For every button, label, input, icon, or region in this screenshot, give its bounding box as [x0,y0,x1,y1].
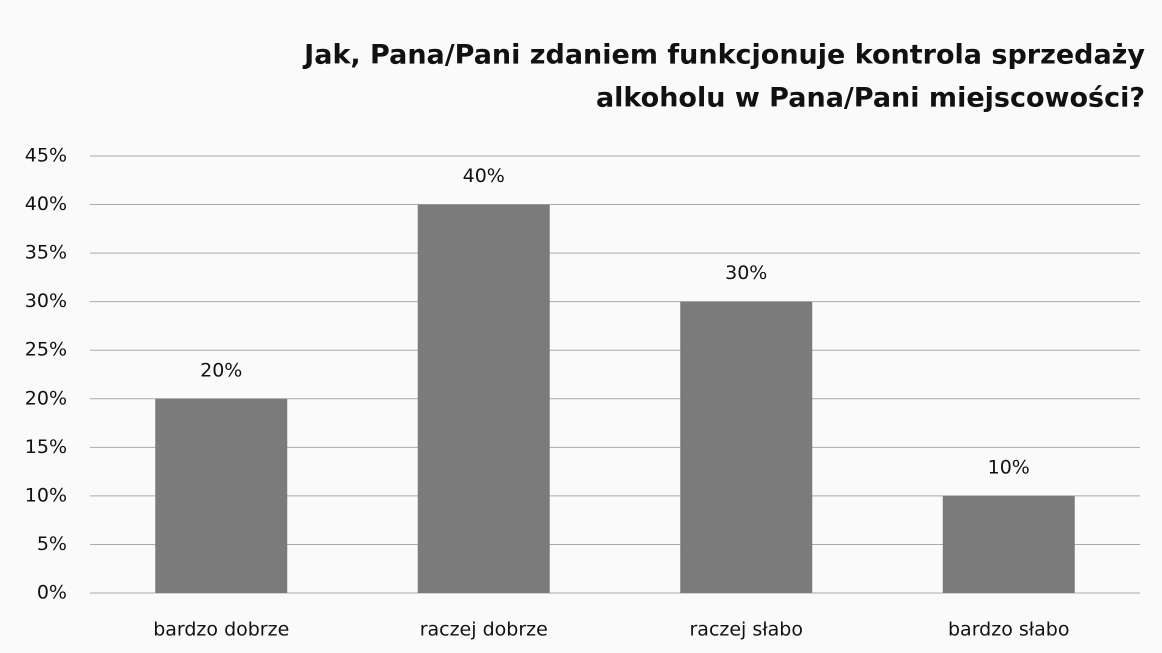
bar [417,204,550,594]
y-tick-label: 25% [25,339,67,361]
data-label: 30% [725,262,767,284]
y-tick-label: 30% [25,290,67,312]
y-tick-label: 20% [25,387,67,409]
data-label: 40% [463,165,505,187]
data-label: 20% [200,359,242,381]
data-label: 10% [988,456,1030,478]
y-tick-label: 10% [25,484,67,506]
y-tick-label: 40% [25,193,67,215]
bar [680,301,813,593]
chart-title: Jak, Pana/Pani zdaniem funkcjonuje kontr… [302,40,1145,71]
x-tick-label: bardzo słabo [948,619,1070,641]
bar [155,398,288,593]
y-tick-label: 45% [25,145,67,167]
y-tick-label: 0% [37,582,67,604]
x-tick-label: bardzo dobrze [153,619,289,641]
bar [942,495,1075,593]
y-tick-label: 35% [25,242,67,264]
chart-title: alkoholu w Pana/Pani miejscowości? [596,83,1145,114]
x-tick-label: raczej dobrze [420,619,548,641]
y-tick-label: 15% [25,436,67,458]
x-tick-label: raczej słabo [689,619,803,641]
y-tick-label: 5% [37,533,67,555]
